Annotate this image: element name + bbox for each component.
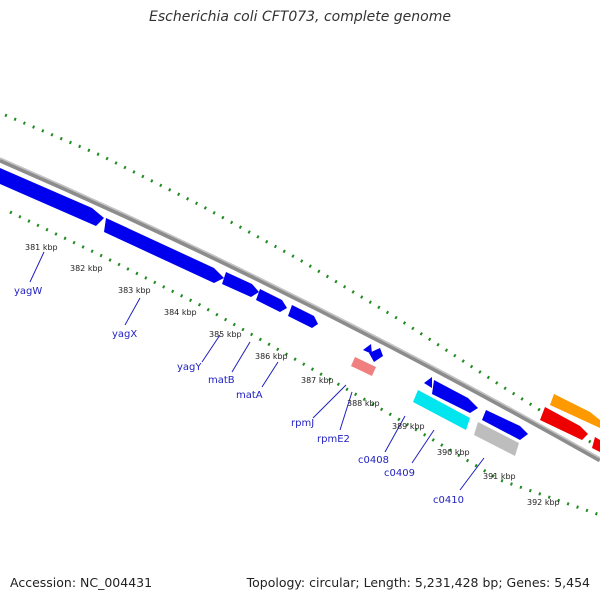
gene-label-c0410[interactable]: c0410 [433, 495, 464, 506]
genome-summary-label: Topology: circular; Length: 5,231,428 bp… [246, 575, 590, 590]
gene-label-matB[interactable]: matB [208, 375, 235, 386]
gene-label-yagX[interactable]: yagX [112, 329, 137, 340]
gene-yagY-arrow[interactable] [222, 272, 259, 297]
gene-leader-lines [29, 251, 485, 491]
gene-rpmE2-arrow[interactable] [369, 348, 383, 362]
scale-label-384: 384 kbp [164, 308, 197, 317]
inner-tick-row [9, 210, 600, 517]
scale-label-390: 390 kbp [437, 448, 470, 457]
scale-label-382: 382 kbp [70, 264, 103, 273]
gene-grey-block[interactable] [474, 422, 519, 456]
scale-label-387: 387 kbp [301, 376, 334, 385]
gene-label-yagY[interactable]: yagY [177, 362, 202, 373]
gene-pink-block[interactable] [351, 357, 376, 376]
genome-backbone-highlight [0, 157, 600, 459]
accession-label: Accession: NC_004431 [10, 575, 153, 590]
gene-label-yagW[interactable]: yagW [14, 286, 42, 297]
gene-matA-arrow[interactable] [288, 305, 318, 328]
scale-label-389: 389 kbp [392, 422, 425, 431]
gene-c0408-arrow[interactable] [424, 377, 432, 388]
scale-label-381: 381 kbp [25, 243, 58, 252]
gene-cyan-block[interactable] [413, 390, 470, 430]
scale-label-386: 386 kbp [255, 352, 288, 361]
outer-tick-row [4, 113, 600, 450]
gene-yagW-arrow[interactable] [0, 168, 104, 226]
gene-orange-arrow[interactable] [550, 394, 600, 428]
gene-rpmJ-arrow[interactable] [363, 344, 372, 354]
gene-c0410-arrow[interactable] [482, 410, 528, 440]
gene-yagX-arrow[interactable] [104, 218, 224, 283]
gene-label-c0409[interactable]: c0409 [384, 468, 415, 479]
gene-red-arrow-edge[interactable] [592, 437, 600, 452]
gene-matB-arrow[interactable] [256, 289, 287, 312]
gene-label-rpmJ[interactable]: rpmJ [291, 418, 314, 429]
map-title: Escherichia coli CFT073, complete genome [149, 9, 451, 25]
scale-label-383: 383 kbp [118, 286, 151, 295]
gene-red-arrow[interactable] [540, 407, 588, 440]
gene-label-rpmE2[interactable]: rpmE2 [317, 434, 350, 445]
scale-label-391: 391 kbp [483, 472, 516, 481]
scale-label-392: 392 kbp [527, 498, 560, 507]
gene-label-matA[interactable]: matA [236, 390, 263, 401]
gene-c0409-forward-arrow[interactable] [432, 380, 478, 413]
scale-label-388: 388 kbp [347, 399, 380, 408]
scale-label-385: 385 kbp [209, 330, 242, 339]
gene-label-c0408[interactable]: c0408 [358, 455, 389, 466]
genome-backbone [0, 157, 600, 463]
